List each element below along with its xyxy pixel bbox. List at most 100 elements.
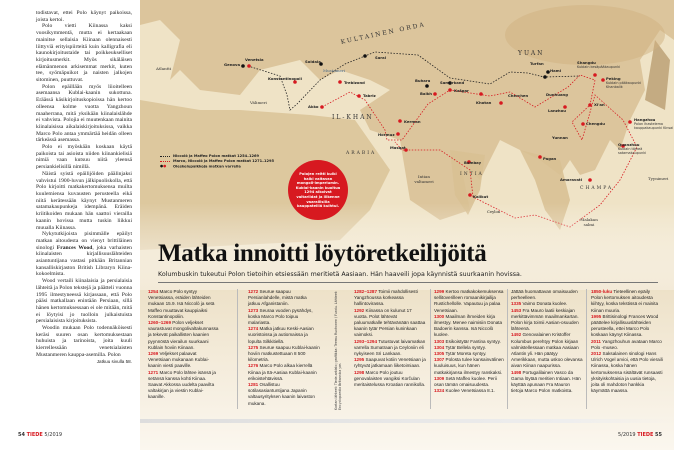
city-note: Kublain kesäpääkaupunki [577, 65, 621, 69]
timeline-entry: 1995 Brittisinologi Frances Wood päättel… [591, 314, 663, 339]
divider [158, 282, 658, 283]
city-label: Amaravati [560, 177, 583, 182]
city-label: Konstantinopoli [268, 76, 302, 81]
city-label: Soldaia [305, 59, 321, 64]
timeline-column: 1282–1287 Toimii mahdollisesti Yangzhous… [354, 289, 426, 388]
column-divider [507, 289, 508, 409]
city-label: Lanzhou [548, 108, 566, 113]
timeline-text: Kiinassa on kulunut 17 vuotta. Polot läh… [354, 307, 426, 338]
sea-label-malakan-salmi: Malakan salmi [580, 217, 598, 227]
timeline-text: Marco Polo syntyy Venetsiassa, eräiden l… [148, 289, 215, 319]
legend-item: Niccolò ja Maffeo Polon matkat 1254–1269 [160, 154, 274, 159]
city-label: Kerman [404, 119, 421, 124]
timeline-text: Brittisinologi Frances Wood päättelee ki… [591, 313, 659, 338]
text: Nykytutkijoista pisimmälle epäilyt matka… [36, 231, 132, 251]
timeline-year: 2012 [591, 351, 602, 357]
timeline-year: 1850-luku [591, 289, 613, 294]
timeline-year: 1269 [148, 351, 159, 357]
column-divider [237, 289, 238, 409]
timeline-year: 1995 [591, 313, 602, 319]
city-label: Kalikut [473, 194, 489, 199]
timeline-text: Seuraa vuoden pysähdys, koska Marco Polo… [248, 307, 313, 326]
timeline-text: Saapuvat kotiin Venetsiaan ja ryhtyvät j… [354, 357, 426, 369]
timeline-text: Kuolee Venetsiassa 8.1. [445, 388, 495, 394]
timeline-year: 1293–1294 [354, 338, 377, 344]
timeline-column: 1254 Marco Polo syntyy Venetsiassa, eräi… [148, 289, 220, 401]
page-number: 55 [655, 432, 663, 438]
timeline-entry: 1293–1294 Tutustuvat laivamatkan varrell… [354, 339, 426, 358]
city-label: Bombay [464, 160, 482, 165]
city-label: Genova [224, 62, 241, 67]
timeline-year: 2011 [591, 338, 601, 344]
timeline-year: 1281 [248, 382, 259, 388]
timeline-entry: 1272 Seurue saapuu Persianlahdelle, mist… [248, 289, 320, 308]
paragraph: Polo ei myöskään koskaan käytä paikoista… [36, 144, 132, 171]
timeline-entry: 1269 Veljekset palaavat Venetsiaan mukan… [148, 351, 220, 370]
timeline-column: Jättää huomattavan omaisuuden perheellee… [511, 289, 583, 394]
page-footer-right: 5/2019 TIEDE 55 [618, 432, 662, 438]
timeline-entry: 2011 Yangzhouhun avataan Marco Polo -mus… [591, 339, 663, 351]
text: , joka varhaisten kiinalaisten kirjallis… [36, 244, 132, 278]
timeline-text: Marco Polo joutuu genovalaisten vangiksi… [354, 369, 426, 388]
city-name: Quanzhou [618, 142, 640, 147]
black-dotted-line-swatch [160, 155, 170, 157]
timeline-text: Osallistuu sotilasasiantuntijana Japanin… [248, 382, 315, 406]
issue-number: 5/2019 [618, 432, 636, 438]
headline: Matka innoitti löytöretkeilijöitä [158, 240, 487, 267]
city-label: Kašgar [454, 88, 469, 93]
timeline-entry: 1304 Tytär Bellela syntyy. [434, 345, 506, 351]
timeline-year: 1300 [434, 313, 445, 319]
city-name: Shangdu [577, 60, 596, 65]
city-label-shangdu: Shangdu Kublain kesäpääkaupunki [577, 60, 620, 69]
city-label: Dunhuang [546, 92, 568, 97]
left-page: todistavat, ettei Polo käynyt paikoissa,… [0, 0, 140, 450]
column-divider [430, 289, 431, 409]
sea-label-atlantti: Atlantti [156, 66, 172, 71]
timeline-text: Tytär Moreta syntyy. [445, 351, 487, 357]
timeline-year: 1309 [434, 375, 445, 381]
city-label-hangzhou: Hangzhou Polon ihastelema kauppakaupunki … [634, 117, 674, 130]
sea-label-valimeri: Välimeri [250, 100, 267, 105]
city-label: Buhara [415, 78, 431, 83]
city-label: Turfan [530, 61, 544, 66]
timeline-entry: 1281 Osallistuu sotilasasiantuntijana Ja… [248, 382, 320, 407]
city-label: Hami [550, 68, 561, 73]
region-label-ilkhan: IL-KHAN [332, 114, 374, 121]
legend-label: Oleskelupaikkoja matkan varrella [173, 164, 241, 169]
timeline-year: 1305 [434, 351, 445, 357]
paragraph: Nykytutkijoista pisimmälle epäilyt matka… [36, 231, 132, 278]
city-label: Masqat [390, 145, 406, 150]
timeline-entry: Jättää huomattavan omaisuuden perheellee… [511, 289, 583, 301]
timeline-column: 1850-luku Tieteellinen epäily Polon kert… [591, 289, 663, 394]
page-footer-left: 54 TIEDE 5/2019 [18, 432, 62, 438]
timeline-year: 1273 [248, 307, 259, 313]
timeline-year: 1299 [434, 289, 445, 294]
timeline-year: 1254 [148, 289, 159, 294]
timeline-entry: 1275 Seurue saapuu Kublai-kaanin hoviin … [248, 345, 320, 364]
timeline-entry: 1274 Matka jatkuu Keski-Aasian vuoristoi… [248, 326, 320, 345]
timeline-year: 1498 [511, 369, 522, 375]
timeline-text: Tytär Bellela syntyy. [445, 344, 486, 350]
issue-number: 5/2019 [44, 432, 63, 438]
city-label: Akko [308, 104, 319, 109]
sea-label-intian-valtameri: Intian valtameri [414, 174, 434, 184]
timeline-year: 1307 [434, 357, 445, 363]
timeline-entry: 1298 Marco Polo joutuu genovalaisten van… [354, 370, 426, 389]
paragraph: todistavat, ettei Polo käynyt paikoissa,… [36, 10, 132, 23]
sea-label-mustameri: Mustameri [323, 68, 346, 73]
region-label-intia: INTIA [460, 172, 484, 177]
continued-note: Jatkuu sivulla 58. [96, 358, 132, 364]
timeline-entry: 1276 Marco Polo alkaa kierrellä Kiinaa j… [248, 363, 320, 382]
legend-label: Marco, Niccolò ja Maffeo Polon matkat 12… [173, 159, 274, 163]
city-label: Tabriz [363, 93, 376, 98]
map-credit: Kartan lähteet: Tiede-arkisto; grafiikka… [334, 290, 342, 410]
timeline-text: Yangzhouhun avataan Marco Polo -museo. [591, 338, 662, 350]
city-note: Kublain tärkeä satamakaupunki [618, 147, 647, 155]
timeline-entry: 1850-luku Tieteellinen epäily Polon kert… [591, 289, 663, 314]
timeline-column: 1299 Kertoo matkakokemuksensa sellitover… [434, 289, 506, 394]
magazine-name: TIEDE [637, 432, 654, 438]
city-label: Pagan [543, 156, 557, 161]
timeline-entry: 1309 Setä Maffeo kuolee. Perii osan tämä… [434, 376, 506, 388]
timeline-entry: 1254 Marco Polo syntyy Venetsiassa, eräi… [148, 289, 220, 320]
subheadline: Kolumbuskin tukeutui Polon tietoihin ets… [158, 271, 522, 278]
